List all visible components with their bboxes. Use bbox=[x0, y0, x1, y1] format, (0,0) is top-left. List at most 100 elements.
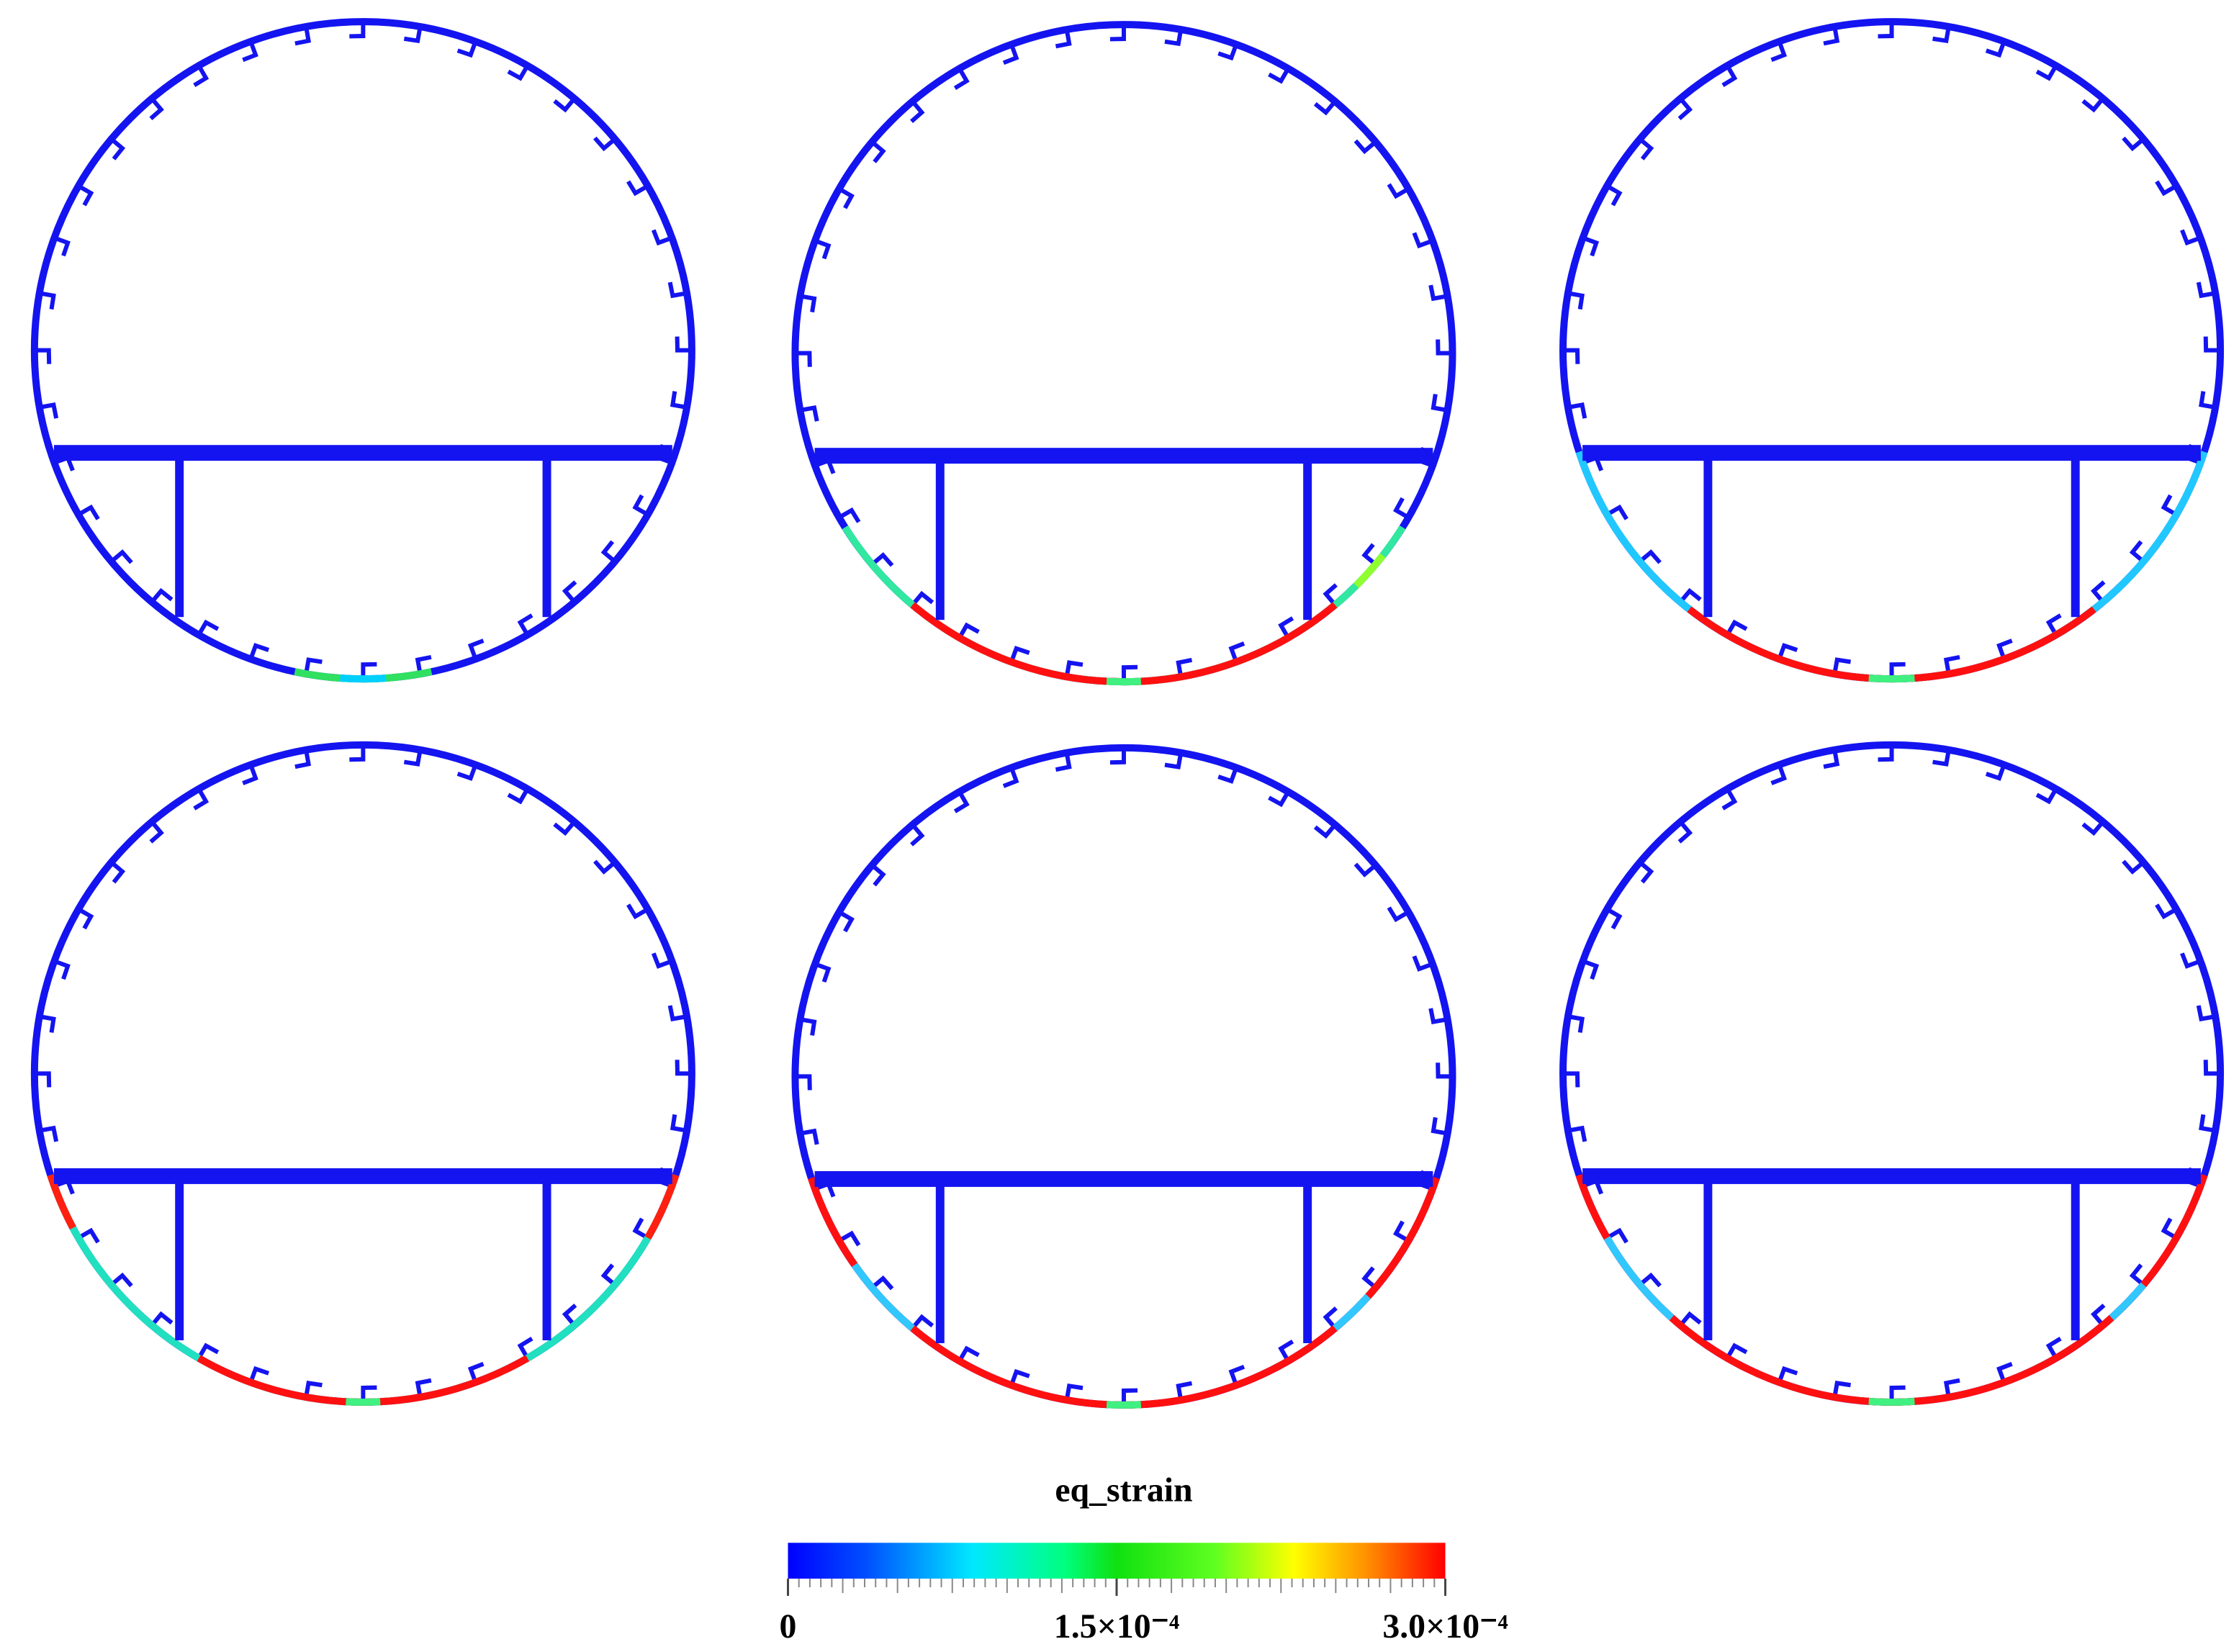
rib bbox=[1878, 744, 1894, 762]
rib bbox=[1677, 96, 1693, 120]
rib bbox=[1412, 955, 1434, 972]
rib bbox=[1832, 657, 1852, 674]
rib bbox=[2129, 1263, 2145, 1287]
rib bbox=[467, 1361, 485, 1384]
rib bbox=[870, 1275, 894, 1291]
panels bbox=[30, 18, 2225, 1409]
rib bbox=[1605, 1227, 1628, 1244]
colorbar-title: eq_strain bbox=[1055, 1471, 1192, 1509]
rib bbox=[795, 351, 812, 367]
rib bbox=[838, 507, 861, 523]
rib bbox=[109, 1272, 133, 1288]
rib bbox=[2203, 1060, 2221, 1076]
rib bbox=[953, 67, 970, 90]
rib bbox=[626, 180, 649, 197]
rib bbox=[1678, 1311, 1702, 1327]
rib bbox=[109, 137, 126, 161]
rib bbox=[667, 281, 688, 299]
rib bbox=[53, 959, 71, 980]
column bbox=[1303, 1179, 1312, 1343]
rib bbox=[1638, 549, 1662, 564]
rib bbox=[2180, 229, 2202, 246]
rib bbox=[958, 1345, 980, 1363]
strain-band bbox=[1603, 1236, 1675, 1321]
rib bbox=[304, 657, 323, 674]
rib bbox=[1932, 26, 1951, 44]
rib bbox=[1228, 1364, 1245, 1386]
column bbox=[1303, 456, 1312, 620]
strain-band bbox=[644, 1173, 680, 1240]
rib bbox=[1428, 1008, 1449, 1025]
tunnel-section bbox=[30, 18, 695, 683]
rib bbox=[799, 1128, 819, 1145]
rib bbox=[242, 764, 258, 785]
rib bbox=[1176, 657, 1193, 677]
rib bbox=[838, 910, 855, 933]
rib bbox=[403, 26, 423, 44]
rib bbox=[814, 238, 832, 260]
rib bbox=[1985, 764, 2006, 781]
rib bbox=[1002, 767, 1019, 788]
rib bbox=[1009, 646, 1030, 663]
rib bbox=[1725, 1342, 1748, 1360]
rib bbox=[1002, 43, 1019, 66]
rib bbox=[958, 622, 980, 639]
rib bbox=[248, 1366, 270, 1384]
rib bbox=[799, 294, 817, 313]
deck bbox=[1582, 1168, 2201, 1184]
rib bbox=[1436, 339, 1453, 356]
rib bbox=[1567, 1125, 1587, 1142]
rib bbox=[814, 962, 832, 983]
rib bbox=[1268, 67, 1290, 84]
rib bbox=[1323, 583, 1338, 607]
rib bbox=[39, 1014, 56, 1033]
rib bbox=[632, 1217, 649, 1240]
strain-band bbox=[842, 525, 1406, 686]
rib bbox=[911, 590, 934, 607]
column bbox=[935, 1179, 945, 1343]
rib bbox=[2045, 1337, 2062, 1360]
rib bbox=[1009, 1368, 1030, 1386]
deck bbox=[814, 448, 1433, 464]
rib bbox=[1428, 284, 1449, 302]
tunnel-section bbox=[1559, 18, 2225, 683]
rib bbox=[39, 1125, 59, 1142]
column bbox=[2071, 1176, 2080, 1340]
strain-band bbox=[47, 1173, 680, 1406]
strain-band bbox=[1575, 1173, 2208, 1406]
deck bbox=[53, 1168, 672, 1184]
rib bbox=[626, 903, 649, 920]
rib bbox=[1567, 402, 1587, 419]
column bbox=[542, 453, 551, 618]
rib bbox=[1638, 137, 1654, 161]
rib bbox=[304, 1380, 323, 1398]
rib bbox=[1605, 184, 1623, 207]
rib bbox=[349, 744, 366, 762]
deck bbox=[53, 445, 672, 461]
strain-band bbox=[808, 1176, 1440, 1409]
rib bbox=[870, 552, 894, 567]
tick-label: 1.5×10⁻⁴ bbox=[1054, 1607, 1179, 1646]
rib bbox=[1605, 907, 1623, 930]
strain-band bbox=[1106, 1401, 1142, 1409]
rib bbox=[2196, 1005, 2216, 1022]
rib bbox=[2203, 336, 2221, 353]
rib bbox=[2091, 1304, 2106, 1327]
rib bbox=[911, 1314, 934, 1330]
rib bbox=[294, 749, 312, 769]
rib bbox=[1878, 22, 1894, 39]
rib bbox=[1996, 1361, 2013, 1384]
rib bbox=[1353, 139, 1377, 155]
rib bbox=[507, 64, 530, 81]
strain-band bbox=[1575, 451, 2208, 683]
rib bbox=[2081, 96, 2105, 113]
rib bbox=[2161, 1217, 2178, 1240]
rib bbox=[1361, 543, 1377, 567]
rib bbox=[1777, 1366, 1798, 1384]
tunnel-section bbox=[791, 21, 1456, 686]
rib bbox=[1436, 1062, 1453, 1079]
rib bbox=[197, 1342, 220, 1360]
rib bbox=[77, 184, 94, 207]
rib bbox=[517, 1337, 533, 1360]
column bbox=[1703, 453, 1713, 618]
